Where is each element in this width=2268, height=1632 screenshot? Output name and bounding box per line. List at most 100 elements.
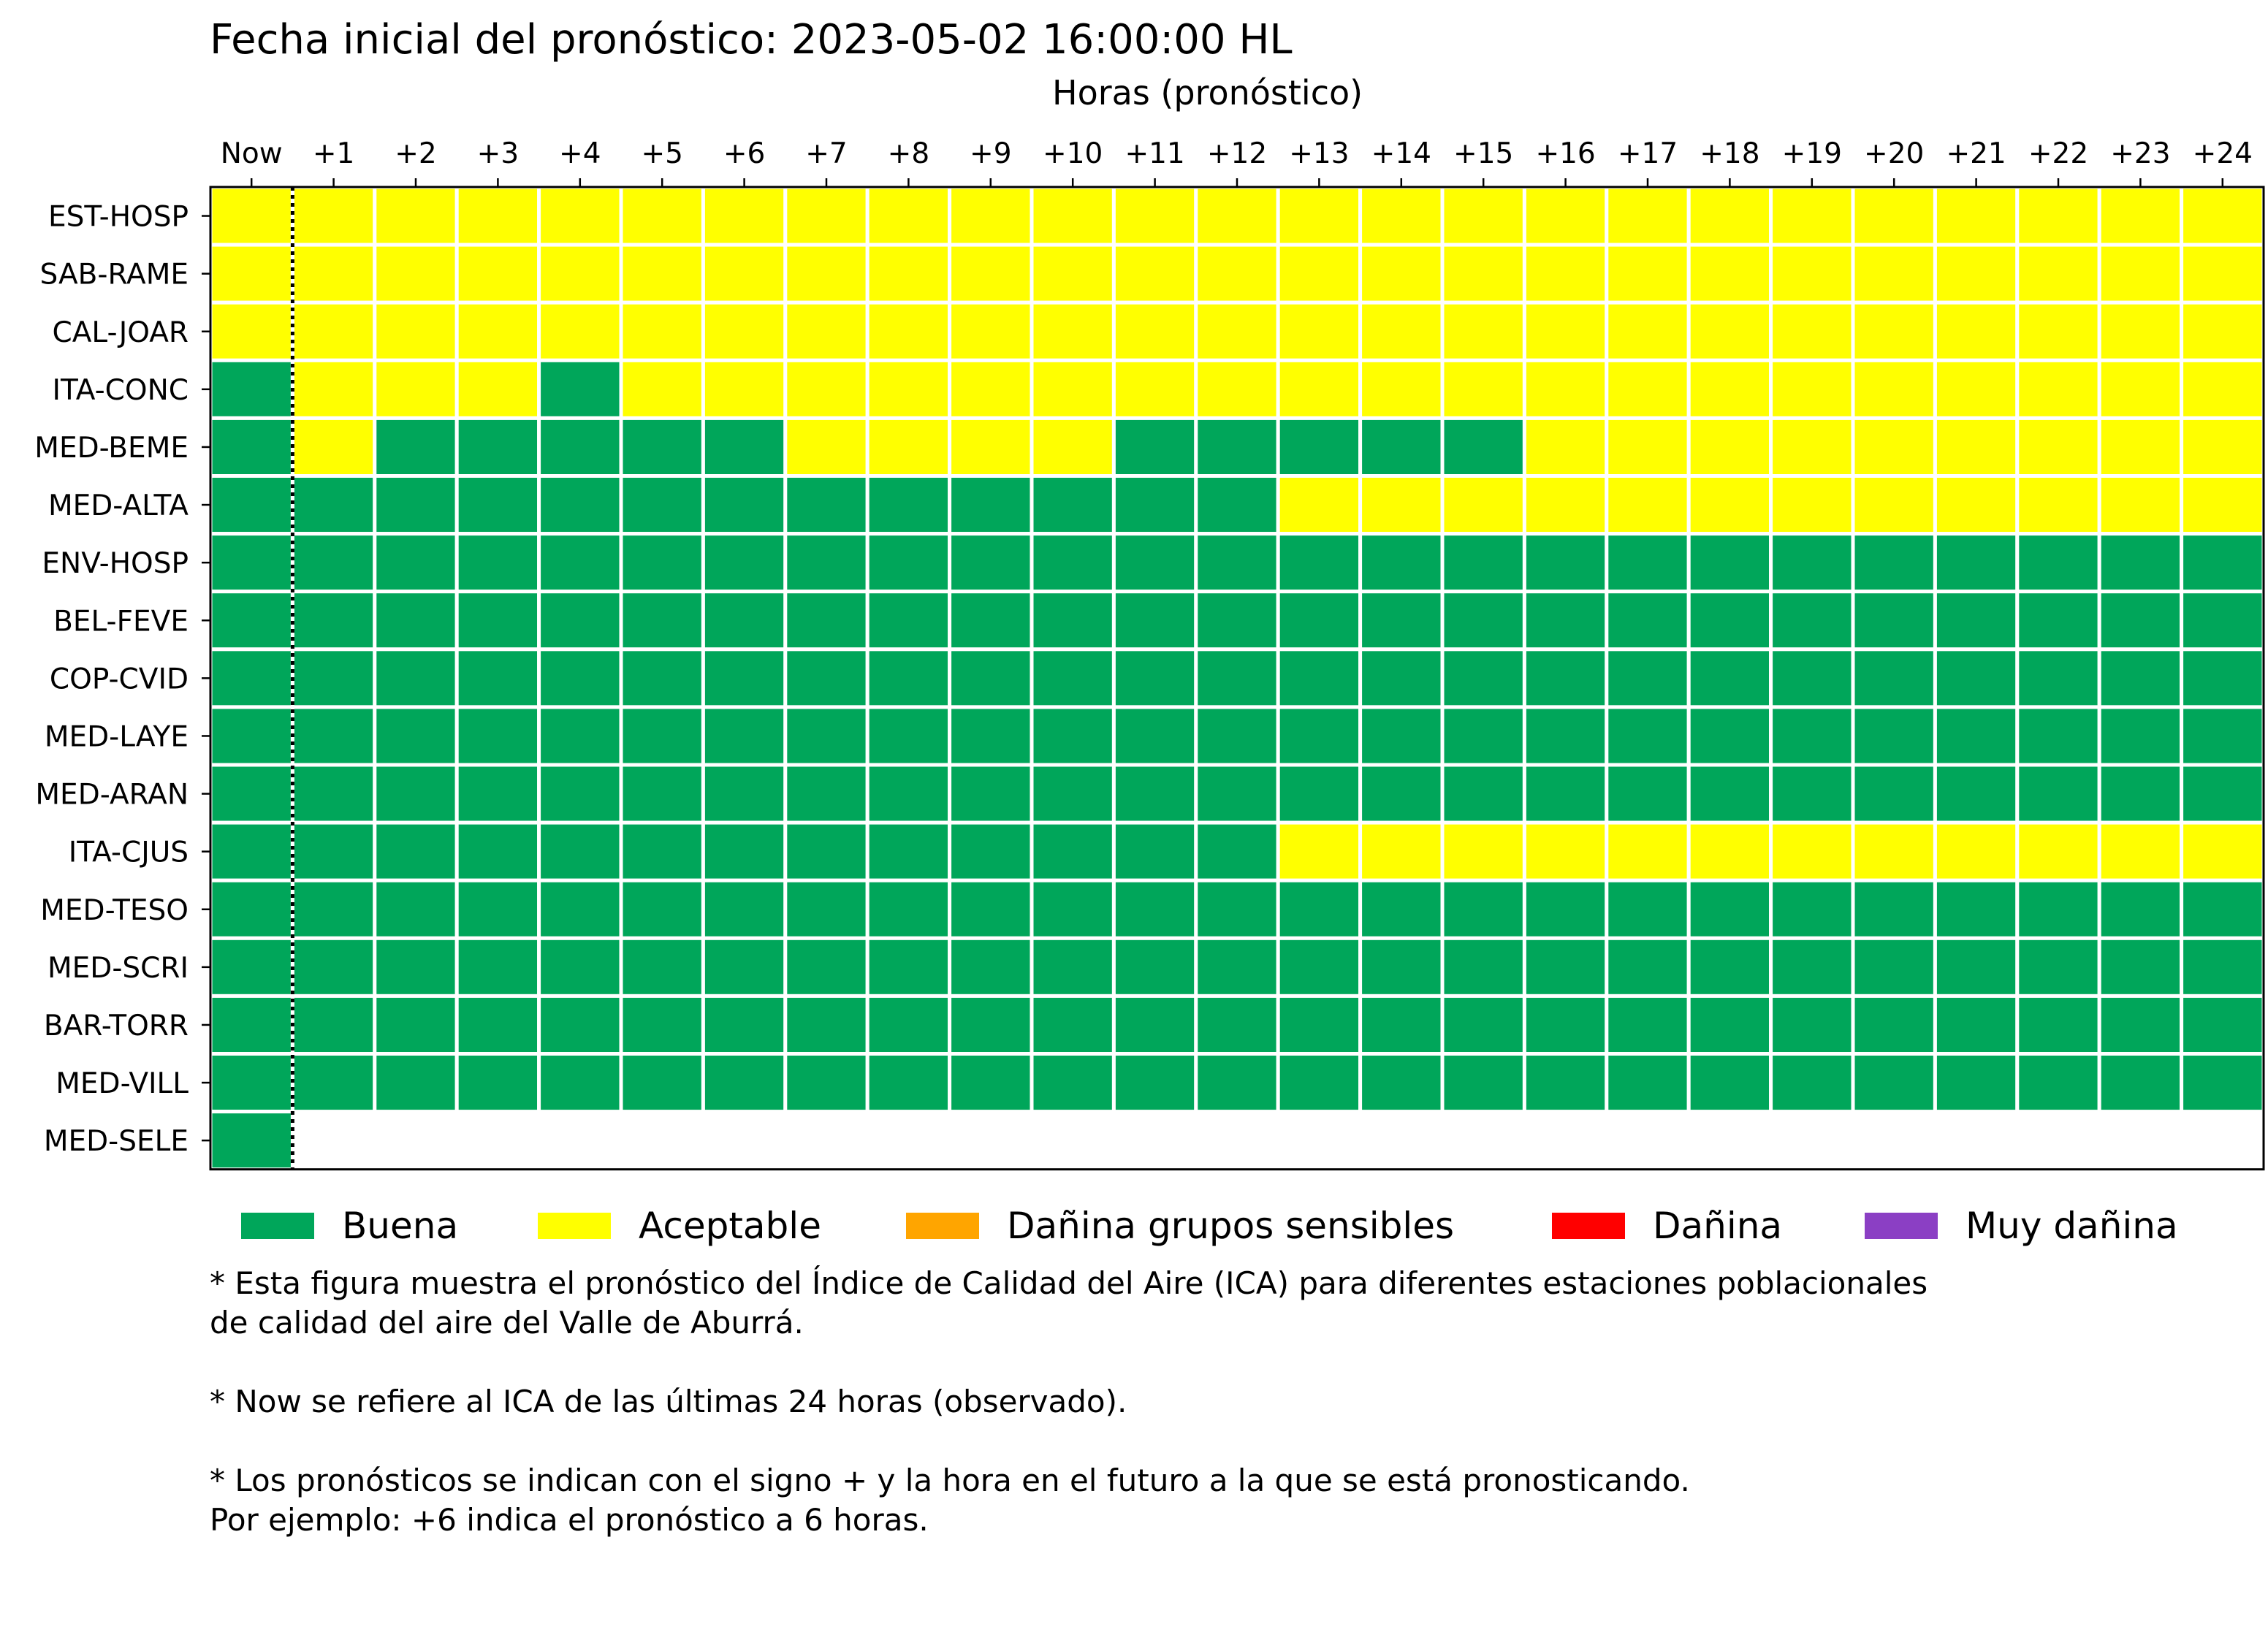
heatmap-cell [2180, 878, 2266, 940]
legend-label-aceptable: Aceptable [639, 1205, 821, 1247]
heatmap-cell [454, 647, 541, 709]
heatmap-cell [290, 243, 377, 305]
heatmap-cell [783, 936, 869, 998]
heatmap-cell [1851, 820, 1937, 882]
heatmap-cell [1276, 936, 1363, 998]
heatmap-cell [948, 878, 1034, 940]
x-axis-label: Horas (pronóstico) [1052, 73, 1363, 113]
heatmap-cell [454, 300, 541, 362]
heatmap-cell [454, 358, 541, 420]
heatmap-cell [1194, 185, 1280, 247]
heatmap-cell [2097, 1052, 2184, 1114]
heatmap-cell [1276, 474, 1363, 536]
heatmap-cell [2097, 705, 2184, 767]
heatmap-cell [454, 1052, 541, 1114]
heatmap-cell [1522, 705, 1609, 767]
heatmap-cell [208, 936, 294, 998]
heatmap-cell [290, 647, 377, 709]
legend-item-muy-danina: Muy dañina [1865, 1204, 2178, 1248]
heatmap-cell [701, 878, 788, 940]
heatmap-cell [948, 590, 1034, 652]
x-tick-label: +3 [477, 137, 520, 170]
legend-item-danina-grupos-sensibles: Dañina grupos sensibles [906, 1204, 1454, 1248]
x-tick-label: +7 [805, 137, 848, 170]
heatmap-cell [1111, 474, 1198, 536]
x-tick-label: Now [221, 137, 283, 170]
heatmap-cell [1111, 416, 1198, 478]
note-line-3: * Now se refiere al ICA de las últimas 2… [210, 1384, 1127, 1419]
heatmap-cell [537, 416, 623, 478]
heatmap-cell [1194, 994, 1280, 1056]
x-tick-label: +17 [1618, 137, 1678, 170]
heatmap-cell [1194, 532, 1280, 594]
heatmap-cell [1030, 705, 1116, 767]
heatmap-cell [948, 300, 1034, 362]
heatmap-cell [1686, 416, 1773, 478]
heatmap-cell [1769, 474, 1855, 536]
heatmap-cell [537, 300, 623, 362]
x-tick-label: +12 [1207, 137, 1267, 170]
heatmap-cell [373, 185, 459, 247]
heatmap-cell [1851, 243, 1937, 305]
heatmap-cell [2180, 590, 2266, 652]
heatmap-cell [1111, 185, 1198, 247]
footnotes: * Esta figura muestra el pronóstico del … [210, 1264, 1928, 1540]
heatmap-cell [783, 705, 869, 767]
heatmap-cell [619, 300, 705, 362]
heatmap-cell [537, 994, 623, 1056]
heatmap-cell [2097, 590, 2184, 652]
y-tick-label: MED-ARAN [35, 779, 189, 812]
heatmap-cell [1440, 416, 1526, 478]
heatmap-cell [373, 590, 459, 652]
legend-swatch-muy-danina [1865, 1213, 1938, 1239]
y-tick-label: MED-LAYE [45, 720, 189, 753]
heatmap-cell [290, 936, 377, 998]
heatmap-cell [1769, 358, 1855, 420]
heatmap-cell [948, 243, 1034, 305]
y-tick-label: MED-TESO [40, 894, 189, 927]
heatmap-cell [454, 474, 541, 536]
y-tick-label: ITA-CJUS [69, 836, 189, 869]
heatmap-cell [1276, 878, 1363, 940]
heatmap-cell [1686, 994, 1773, 1056]
heatmap-cell [1194, 590, 1280, 652]
heatmap-cell [1686, 532, 1773, 594]
heatmap-cell [619, 994, 705, 1056]
heatmap-cell [1769, 647, 1855, 709]
heatmap-cell [1030, 763, 1116, 825]
heatmap-cell [1276, 185, 1363, 247]
heatmap-cell [1605, 1052, 1691, 1114]
heatmap-cell [783, 358, 869, 420]
heatmap-cell [2180, 416, 2266, 478]
heatmap-cell [948, 936, 1034, 998]
x-tick-label: +15 [1453, 137, 1513, 170]
heatmap-cell [454, 532, 541, 594]
heatmap-cell [208, 300, 294, 362]
heatmap-cell [783, 532, 869, 594]
heatmap-cell [1686, 590, 1773, 652]
heatmap-cell [783, 243, 869, 305]
heatmap-cell [1276, 243, 1363, 305]
heatmap-cell [208, 705, 294, 767]
heatmap-cell [701, 820, 788, 882]
y-tick-label: CAL-JOAR [53, 316, 189, 349]
heatmap-cell [373, 820, 459, 882]
heatmap-cell [1933, 300, 2020, 362]
heatmap-cell [619, 936, 705, 998]
heatmap-cell [2097, 416, 2184, 478]
heatmap-cell [1194, 763, 1280, 825]
heatmap-cell [2097, 358, 2184, 420]
heatmap-cell [1522, 820, 1609, 882]
heatmap-cell [1358, 358, 1445, 420]
heatmap-cell [865, 994, 952, 1056]
heatmap-cell [619, 647, 705, 709]
heatmap-cell [1686, 358, 1773, 420]
heatmap-cell [537, 820, 623, 882]
legend-label-muy-danina: Muy dañina [1966, 1205, 2178, 1247]
heatmap-cell [865, 243, 952, 305]
heatmap-cell [1358, 878, 1445, 940]
heatmap-cell [1276, 416, 1363, 478]
heatmap-cell [1358, 300, 1445, 362]
heatmap-cell [1358, 1052, 1445, 1114]
heatmap-cell [454, 590, 541, 652]
